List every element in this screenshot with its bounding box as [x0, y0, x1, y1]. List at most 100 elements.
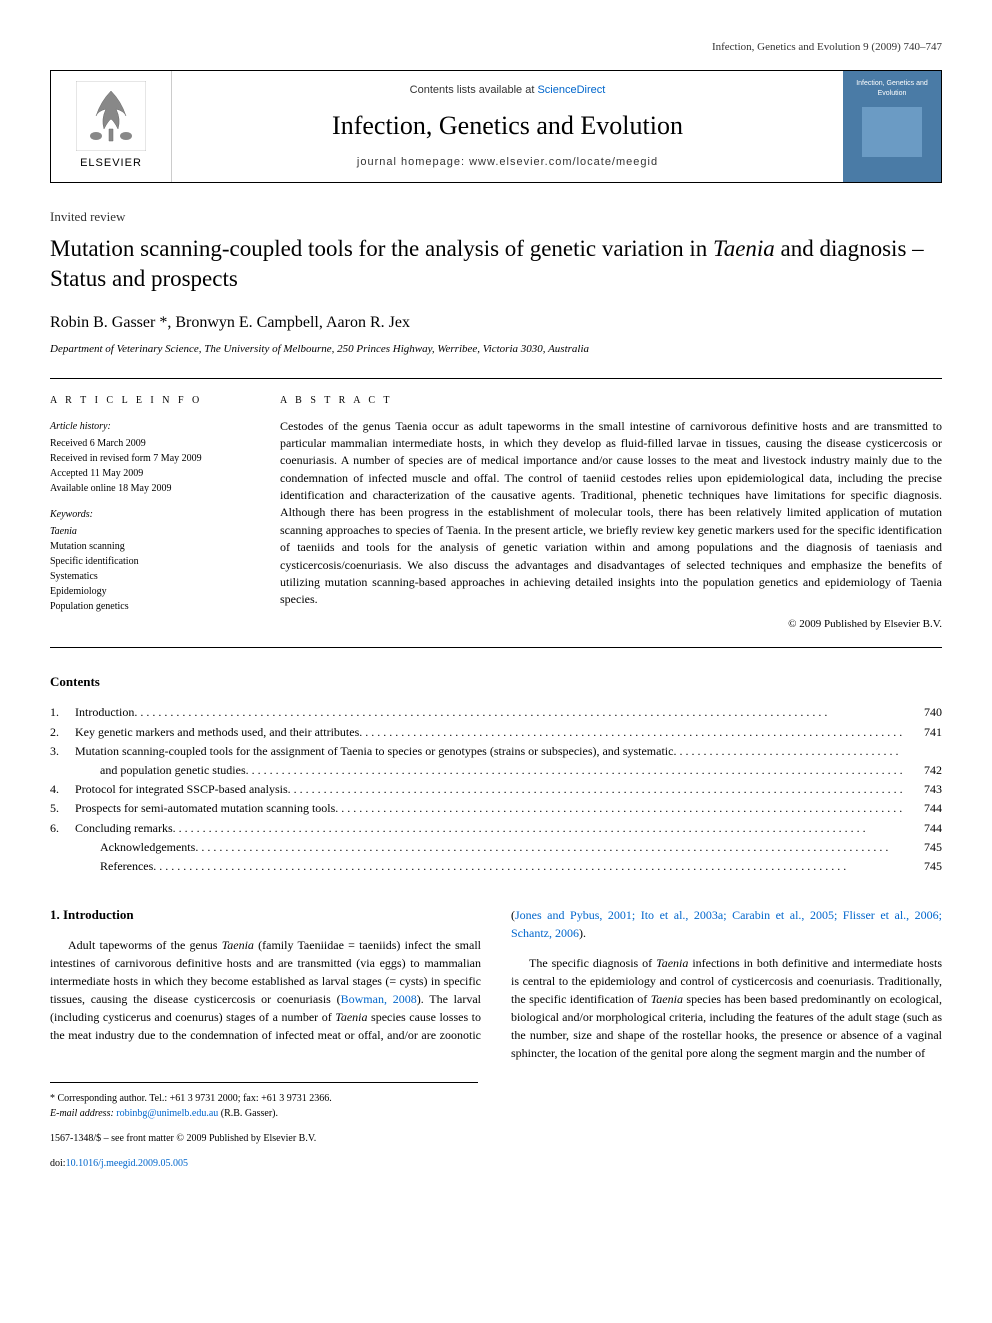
- affiliation: Department of Veterinary Science, The Un…: [50, 342, 942, 357]
- email-label: E-mail address:: [50, 1108, 116, 1119]
- toc-item[interactable]: References745: [50, 857, 942, 876]
- body-para-3: The specific diagnosis of Taenia infecti…: [511, 954, 942, 1062]
- divider-bottom: [50, 647, 942, 648]
- p1-pre: Adult tapeworms of the genus: [68, 938, 222, 952]
- journal-homepage-line: journal homepage: www.elsevier.com/locat…: [357, 155, 658, 170]
- keyword-1: Taenia: [50, 524, 250, 539]
- toc-page: 745: [902, 838, 942, 857]
- cover-image-placeholder: [862, 107, 922, 157]
- toc-page: 745: [902, 857, 942, 876]
- p3-it1: Taenia: [656, 956, 688, 970]
- doi-prefix: doi:: [50, 1158, 66, 1169]
- abstract-heading: A B S T R A C T: [280, 394, 942, 408]
- toc-text: Introduction: [75, 703, 902, 722]
- toc-num: 1.: [50, 703, 75, 722]
- toc-text: and population genetic studies: [75, 761, 902, 780]
- revised-date: Received in revised form 7 May 2009: [50, 451, 250, 466]
- p1-ref1[interactable]: Bowman, 2008: [341, 992, 417, 1006]
- contents-prefix: Contents lists available at: [410, 84, 538, 96]
- toc-page: 744: [902, 819, 942, 838]
- footnotes-block: * Corresponding author. Tel.: +61 3 9731…: [50, 1082, 478, 1121]
- keyword-6: Population genetics: [50, 599, 250, 614]
- footer-copyright: 1567-1348/$ – see front matter © 2009 Pu…: [50, 1131, 942, 1146]
- toc-page: [902, 742, 942, 761]
- info-abstract-row: A R T I C L E I N F O Article history: R…: [50, 394, 942, 633]
- keyword-3: Specific identification: [50, 554, 250, 569]
- abstract-text: Cestodes of the genus Taenia occur as ad…: [280, 418, 942, 609]
- accepted-date: Accepted 11 May 2009: [50, 466, 250, 481]
- toc-item[interactable]: 3.Mutation scanning-coupled tools for th…: [50, 742, 942, 761]
- keyword-2: Mutation scanning: [50, 539, 250, 554]
- toc-num: 3.: [50, 742, 75, 761]
- email-link[interactable]: robinbg@unimelb.edu.au: [116, 1108, 218, 1119]
- toc-page: 740: [902, 703, 942, 722]
- toc-num: [50, 838, 75, 857]
- toc-list: 1.Introduction7402.Key genetic markers a…: [50, 703, 942, 876]
- section-1-heading: 1. Introduction: [50, 906, 481, 924]
- cover-title-text: Infection, Genetics and Evolution: [847, 79, 937, 99]
- elsevier-tree-icon: [76, 81, 146, 151]
- toc-page: 742: [902, 761, 942, 780]
- toc-text: Key genetic markers and methods used, an…: [75, 723, 902, 742]
- toc-item[interactable]: 1.Introduction740: [50, 703, 942, 722]
- received-date: Received 6 March 2009: [50, 436, 250, 451]
- footer-doi: doi:10.1016/j.meegid.2009.05.005: [50, 1156, 942, 1171]
- authors-line: Robin B. Gasser *, Bronwyn E. Campbell, …: [50, 312, 942, 334]
- p3-pre: The specific diagnosis of: [529, 956, 656, 970]
- toc-page: 741: [902, 723, 942, 742]
- keywords-label: Keywords:: [50, 508, 250, 522]
- homepage-prefix: journal homepage:: [357, 156, 469, 168]
- title-part1: Mutation scanning-coupled tools for the …: [50, 236, 713, 261]
- keyword-5: Epidemiology: [50, 584, 250, 599]
- toc-item[interactable]: and population genetic studies742: [50, 761, 942, 780]
- toc-text: References: [75, 857, 902, 876]
- toc-text: Acknowledgements: [75, 838, 902, 857]
- title-italic: Taenia: [713, 236, 775, 261]
- doi-link[interactable]: 10.1016/j.meegid.2009.05.005: [66, 1158, 189, 1169]
- homepage-url[interactable]: www.elsevier.com/locate/meegid: [469, 156, 658, 168]
- journal-header-box: ELSEVIER Contents lists available at Sci…: [50, 70, 942, 182]
- p3-it2: Taenia: [651, 992, 683, 1006]
- history-label: Article history:: [50, 420, 250, 434]
- p1-it1: Taenia: [222, 938, 254, 952]
- journal-cover-thumbnail: Infection, Genetics and Evolution: [843, 71, 941, 181]
- p2-ref1[interactable]: Jones and Pybus, 2001; Ito et al., 2003a…: [511, 908, 942, 940]
- journal-center-block: Contents lists available at ScienceDirec…: [172, 71, 843, 181]
- toc-page: 743: [902, 780, 942, 799]
- article-type: Invited review: [50, 208, 942, 226]
- sciencedirect-link[interactable]: ScienceDirect: [537, 84, 605, 96]
- toc-item[interactable]: 2.Key genetic markers and methods used, …: [50, 723, 942, 742]
- body-columns: 1. Introduction Adult tapeworms of the g…: [50, 906, 942, 1062]
- article-title: Mutation scanning-coupled tools for the …: [50, 234, 942, 294]
- keyword-4: Systematics: [50, 569, 250, 584]
- toc-num: 6.: [50, 819, 75, 838]
- toc-text: Prospects for semi-automated mutation sc…: [75, 799, 902, 818]
- toc-num: 2.: [50, 723, 75, 742]
- abstract-block: A B S T R A C T Cestodes of the genus Ta…: [280, 394, 942, 633]
- toc-text: Concluding remarks: [75, 819, 902, 838]
- online-date: Available online 18 May 2009: [50, 481, 250, 496]
- p2-it1: Taenia: [335, 1010, 367, 1024]
- journal-name: Infection, Genetics and Evolution: [332, 108, 683, 144]
- article-info-heading: A R T I C L E I N F O: [50, 394, 250, 408]
- elsevier-label: ELSEVIER: [80, 156, 142, 171]
- contents-section: Contents 1.Introduction7402.Key genetic …: [50, 673, 942, 876]
- toc-text: Protocol for integrated SSCP-based analy…: [75, 780, 902, 799]
- toc-num: [50, 761, 75, 780]
- toc-text: Mutation scanning-coupled tools for the …: [75, 742, 902, 761]
- toc-num: 5.: [50, 799, 75, 818]
- divider-top: [50, 378, 942, 379]
- toc-item[interactable]: 4.Protocol for integrated SSCP-based ana…: [50, 780, 942, 799]
- toc-item[interactable]: 5.Prospects for semi-automated mutation …: [50, 799, 942, 818]
- contents-available-line: Contents lists available at ScienceDirec…: [410, 83, 606, 98]
- contents-heading: Contents: [50, 673, 942, 691]
- corresponding-author: * Corresponding author. Tel.: +61 3 9731…: [50, 1091, 478, 1106]
- abstract-copyright: © 2009 Published by Elsevier B.V.: [280, 617, 942, 632]
- toc-item[interactable]: 6.Concluding remarks744: [50, 819, 942, 838]
- toc-num: [50, 857, 75, 876]
- toc-page: 744: [902, 799, 942, 818]
- email-line: E-mail address: robinbg@unimelb.edu.au (…: [50, 1106, 478, 1121]
- article-info-block: A R T I C L E I N F O Article history: R…: [50, 394, 250, 633]
- toc-item[interactable]: Acknowledgements745: [50, 838, 942, 857]
- toc-num: 4.: [50, 780, 75, 799]
